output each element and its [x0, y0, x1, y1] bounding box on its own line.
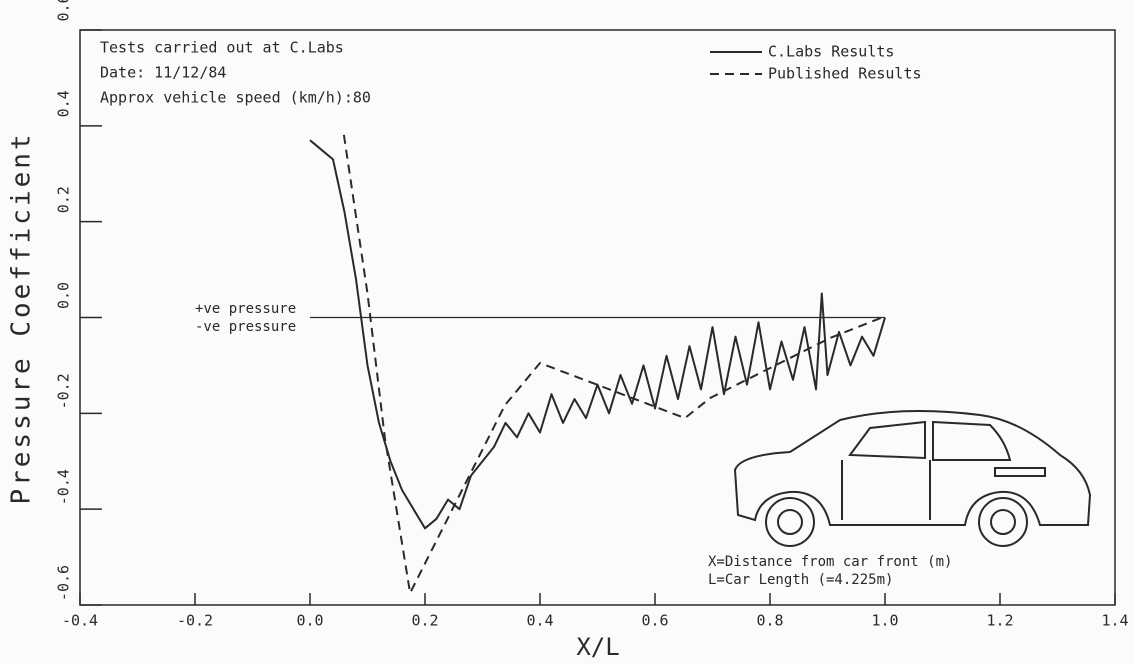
note: Date: 11/12/84: [100, 64, 226, 82]
note: Tests carried out at C.Labs: [100, 39, 344, 57]
x-tick-label: 0.4: [526, 612, 553, 630]
y-tick-label: -0.6: [55, 565, 73, 601]
y-axis-label: Pressure Coefficient: [7, 131, 37, 504]
legend-label: Published Results: [768, 65, 922, 83]
car-illustration: [733, 410, 1092, 547]
annotation: +ve pressure: [195, 301, 296, 317]
y-tick-label: -0.2: [55, 373, 73, 409]
x-tick-label: 0.0: [296, 612, 323, 630]
y-tick-label: 0.4: [55, 90, 73, 117]
footnote: X=Distance from car front (m): [708, 554, 952, 570]
annotation: -ve pressure: [195, 319, 296, 335]
data-line: [342, 134, 883, 594]
footnote: L=Car Length (=4.225m): [708, 572, 893, 588]
x-tick-label: 1.4: [1101, 612, 1128, 630]
legend-label: C.Labs Results: [768, 43, 894, 61]
y-tick-label: 0.0: [55, 282, 73, 309]
x-tick-label: -0.2: [177, 612, 213, 630]
x-tick-label: 1.2: [986, 612, 1013, 630]
y-tick-label: 0.2: [55, 186, 73, 213]
data-line: [309, 139, 886, 530]
x-axis-label: X/L: [576, 633, 619, 661]
y-tick-label: 0.6: [55, 0, 73, 22]
x-tick-label: 0.6: [641, 612, 668, 630]
x-tick-label: 1.0: [871, 612, 898, 630]
y-tick-label: -0.4: [55, 469, 73, 505]
note: Approx vehicle speed (km/h):80: [100, 89, 371, 107]
x-tick-label: 0.8: [756, 612, 783, 630]
x-tick-label: 0.2: [411, 612, 438, 630]
x-tick-label: -0.4: [62, 612, 98, 630]
